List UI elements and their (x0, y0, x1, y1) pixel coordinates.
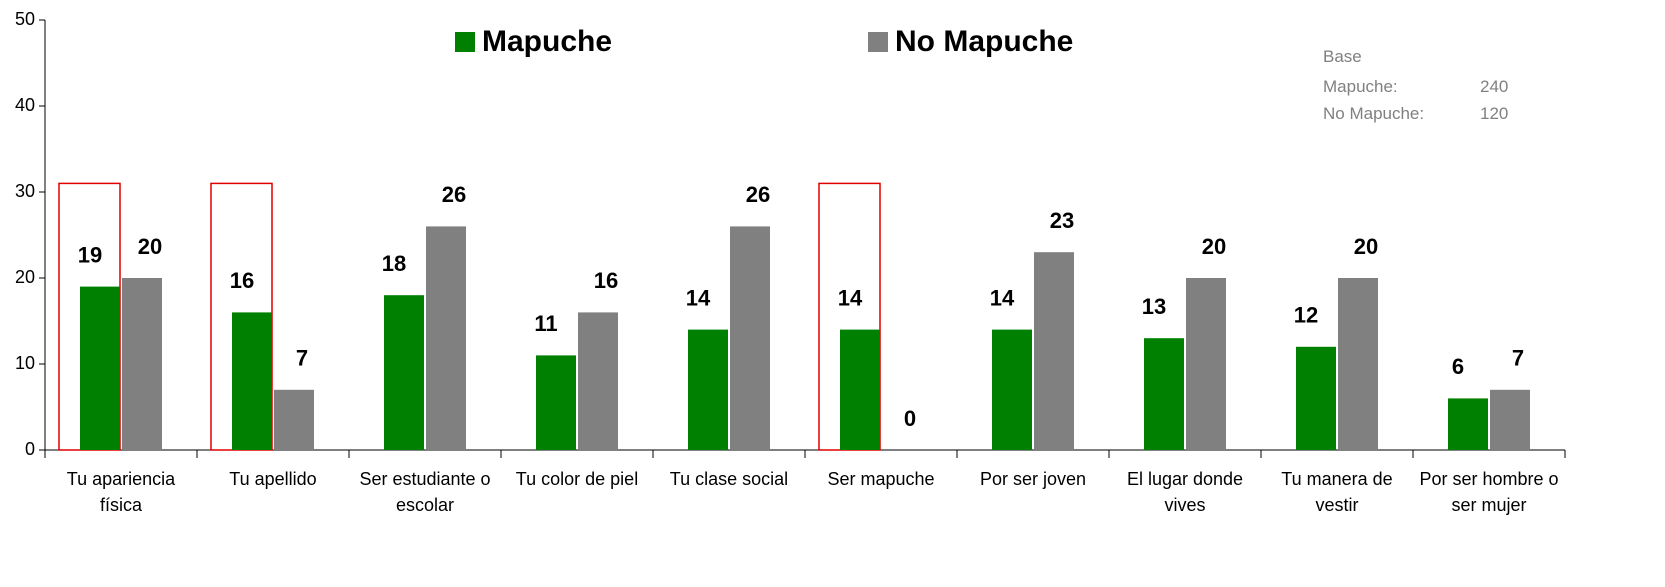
bar (578, 312, 618, 450)
data-label: 26 (746, 182, 770, 207)
x-tick-label: Tu apariencia física (66, 469, 176, 515)
bar (992, 329, 1032, 450)
data-label: 20 (1354, 234, 1378, 259)
bar (1144, 338, 1184, 450)
bar (536, 355, 576, 450)
data-label: 0 (904, 406, 916, 431)
data-label: 12 (1294, 303, 1318, 328)
x-tick-label: Tu clase social (669, 469, 789, 489)
x-tick-label: Tu apellido (229, 469, 317, 489)
data-label: 14 (838, 285, 863, 310)
y-tick-label: 0 (25, 439, 35, 459)
bar (426, 226, 466, 450)
bar (1034, 252, 1074, 450)
bar (232, 312, 272, 450)
bar (730, 226, 770, 450)
legend-swatch (868, 32, 888, 52)
data-label: 19 (78, 242, 102, 267)
base-value: 120 (1480, 104, 1509, 123)
x-tick-label: Ser estudiante o escolar (359, 469, 491, 515)
data-label: 7 (296, 346, 308, 371)
data-label: 6 (1452, 354, 1464, 379)
base-value: 240 (1480, 77, 1509, 96)
bar (1338, 278, 1378, 450)
bar (1296, 346, 1336, 450)
bar (688, 329, 728, 450)
legend-label: No Mapuche (895, 25, 1073, 58)
data-label: 26 (442, 182, 466, 207)
y-tick-label: 10 (15, 353, 35, 373)
bar (80, 286, 120, 450)
y-tick-label: 30 (15, 181, 35, 201)
legend-swatch (455, 32, 475, 52)
data-label: 18 (382, 251, 406, 276)
bar (384, 295, 424, 450)
x-tick-label: Tu color de piel (515, 469, 639, 489)
data-label: 16 (230, 268, 254, 293)
data-label: 20 (1202, 234, 1226, 259)
x-tick-label: Ser mapuche (827, 469, 935, 489)
x-tick-label: Tu manera de vestir (1281, 469, 1393, 515)
data-label: 16 (594, 268, 618, 293)
bar (1490, 389, 1530, 450)
bar (274, 389, 314, 450)
bar (122, 278, 162, 450)
y-tick-label: 20 (15, 267, 35, 287)
bar (1448, 398, 1488, 450)
data-label: 23 (1050, 208, 1074, 233)
legend-label: Mapuche (482, 25, 612, 58)
data-label: 13 (1142, 294, 1166, 319)
base-label: No Mapuche: (1323, 104, 1425, 123)
base-label: Mapuche: (1323, 77, 1398, 96)
x-tick-label: Por ser joven (979, 469, 1087, 489)
data-label: 11 (534, 311, 557, 336)
data-label: 14 (686, 285, 711, 310)
data-label: 7 (1512, 346, 1524, 371)
x-tick-label: Por ser hombre o ser mujer (1419, 469, 1559, 515)
y-tick-label: 40 (15, 95, 35, 115)
y-tick-label: 50 (15, 9, 35, 29)
base-title: Base (1323, 47, 1362, 66)
bar (1186, 278, 1226, 450)
data-label: 14 (990, 285, 1015, 310)
data-label: 20 (138, 234, 162, 259)
x-tick-label: El lugar donde vives (1126, 469, 1244, 515)
bar (840, 329, 880, 450)
